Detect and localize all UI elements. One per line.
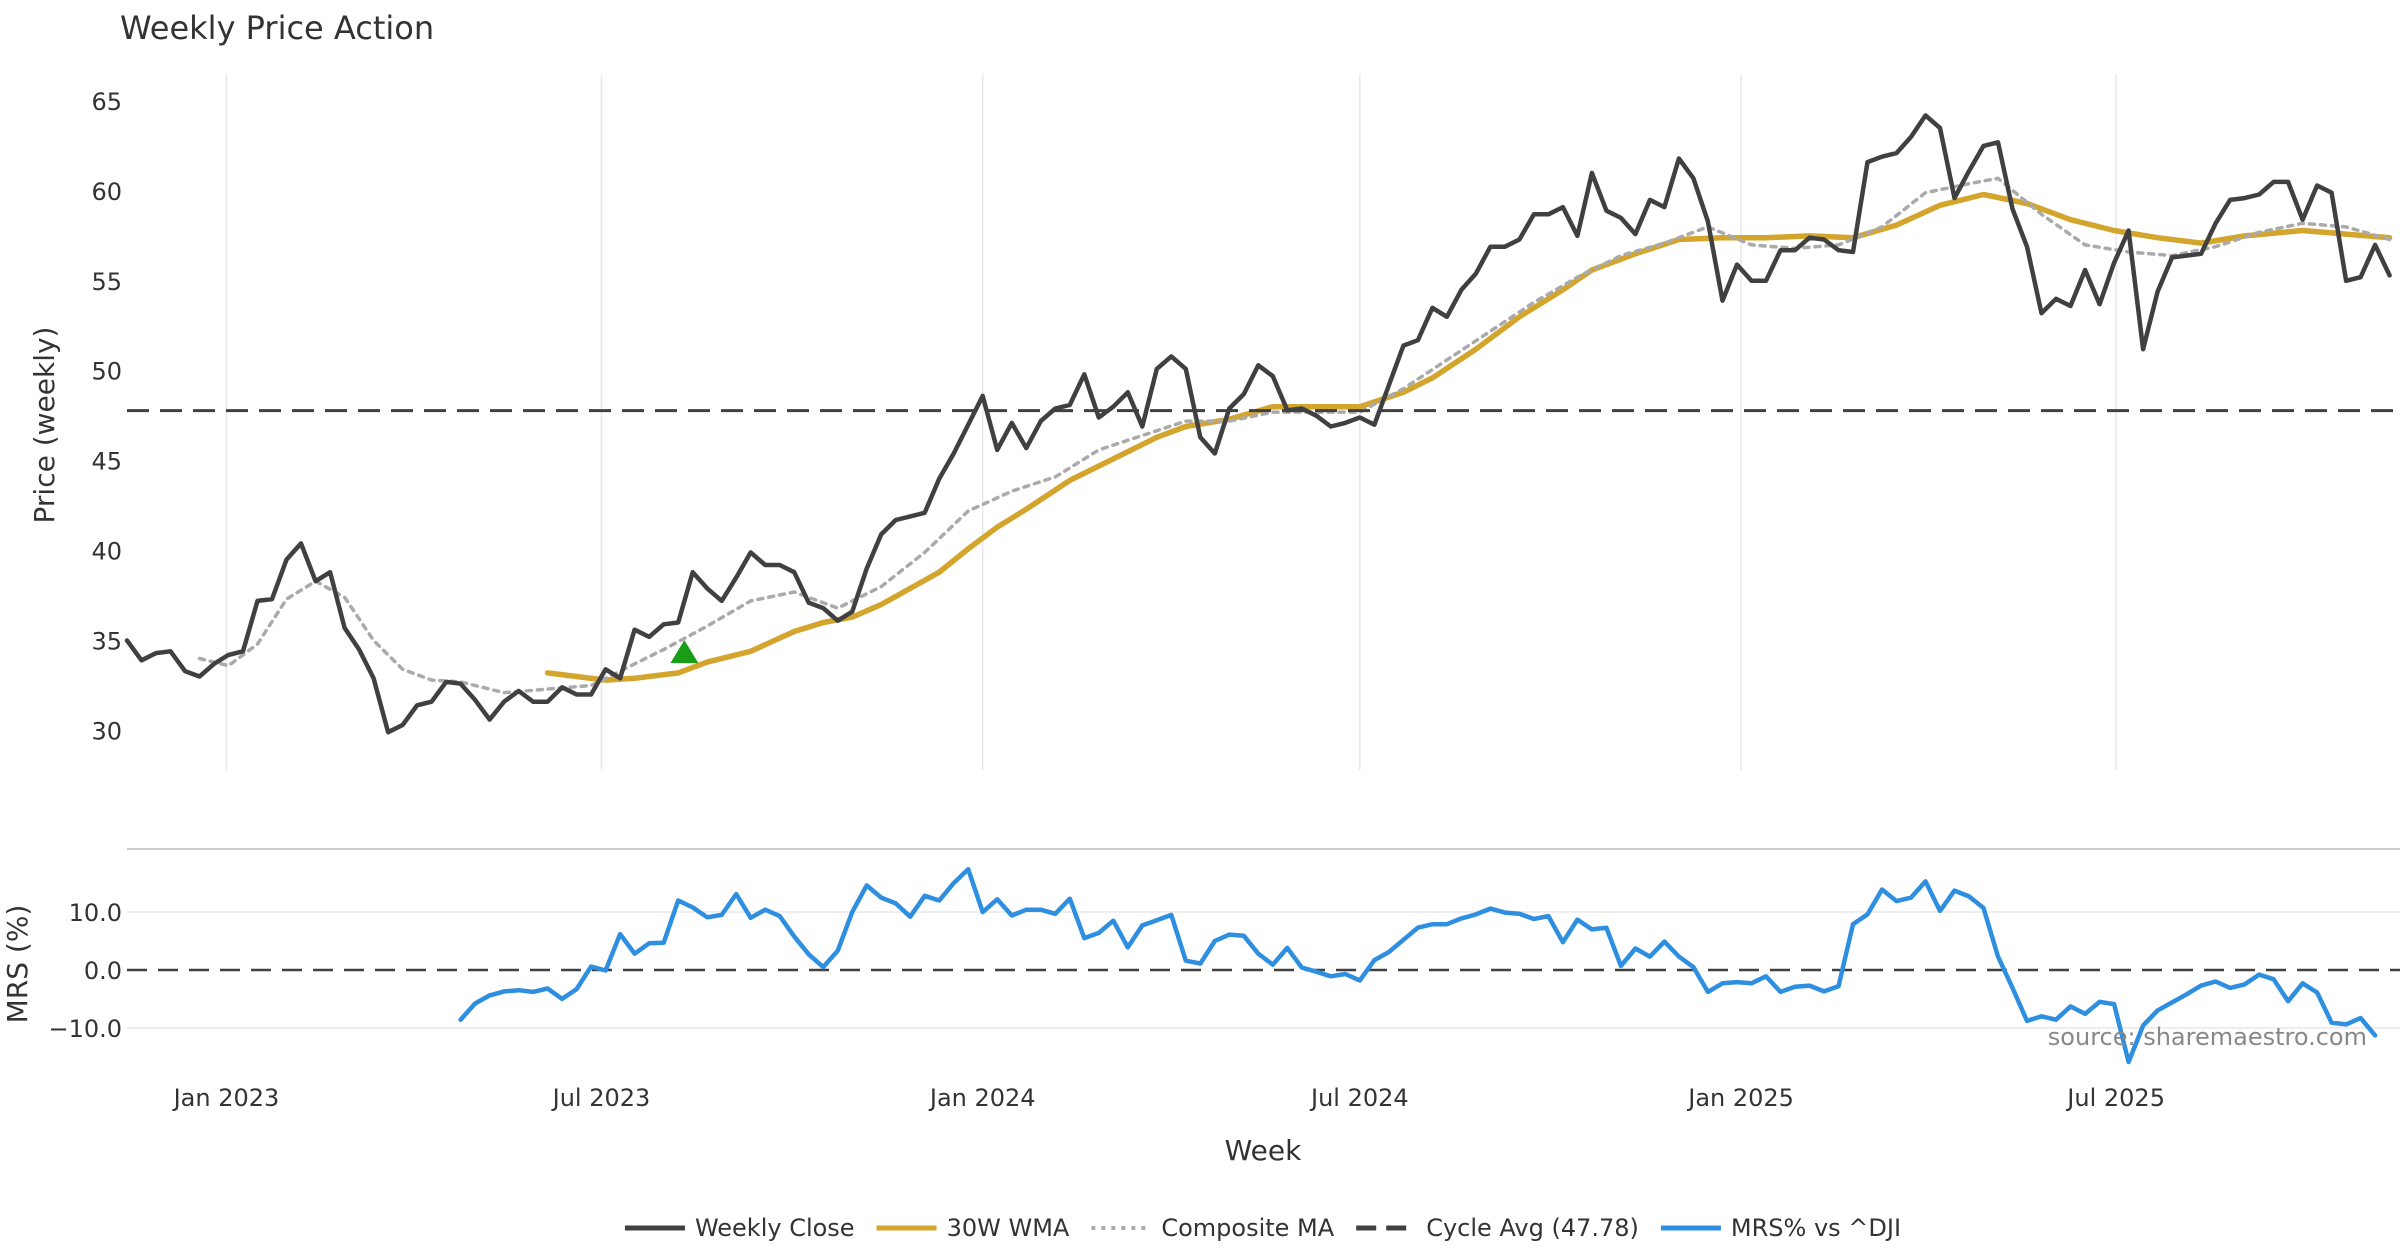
series-mrs-vs-dji-line (458, 866, 2378, 1065)
legend-label-cycle-avg-47-78: Cycle Avg (47.78) (1426, 1214, 1639, 1242)
x-tick-label-jan-2024: Jan 2024 (928, 1084, 1036, 1112)
x-axis-ticks: Jan 2023 Jul 2023 Jan 2024 Jul 2024 Jan 2025… (172, 1084, 2165, 1112)
mrs-y-tick-label: 10.0 (69, 899, 122, 927)
mrs-y-tick-label: 0.0 (84, 957, 122, 985)
x-axis-label: Week (1225, 1134, 1302, 1167)
price-y-tick-label: 45 (91, 448, 122, 476)
price-y-tick-label: 65 (91, 88, 122, 116)
price-markers (670, 640, 699, 664)
legend-item-30w-wma: 30W WMA (876, 1214, 1070, 1242)
legend-item-weekly-close: Weekly Close (624, 1214, 855, 1242)
legend-label-weekly-close: Weekly Close (695, 1214, 855, 1242)
chart-legend: Weekly Close 30W WMA Composite MA Cycle Avg… (624, 1214, 1901, 1242)
legend-label-30w-wma: 30W WMA (947, 1214, 1070, 1242)
price-y-tick-label: 60 (91, 178, 122, 206)
price-series (124, 113, 2400, 735)
mrs-panel: 10.0 0.0 −10.0 MRS (%) (1, 866, 2400, 1065)
legend-label-mrs-vs-dji: MRS% vs ^DJI (1731, 1214, 1901, 1242)
price-y-tick-label: 30 (91, 717, 122, 745)
x-tick-label-jan-2023: Jan 2023 (172, 1084, 280, 1112)
price-y-axis-label: Price (weekly) (28, 327, 61, 524)
source-watermark: source: sharemaestro.com (2048, 1023, 2367, 1051)
price-panel: 30 35 40 45 50 55 60 65 Weekly Price Action Pri… (28, 9, 2400, 770)
price-y-tick-label: 50 (91, 358, 122, 386)
price-y-ticks: 30 35 40 45 50 55 60 65 (91, 88, 122, 745)
mrs-series (458, 866, 2378, 1065)
mrs-y-tick-label: −10.0 (48, 1015, 122, 1043)
signal-marker-triangle (670, 640, 699, 664)
x-tick-label-jul-2024: Jul 2024 (1309, 1084, 1409, 1112)
mrs-grid (127, 911, 2400, 1029)
price-y-tick-label: 35 (91, 628, 122, 656)
chart-title: Weekly Price Action (120, 9, 434, 47)
series-weekly-close-line (124, 113, 2392, 735)
price-y-tick-label: 55 (91, 268, 122, 296)
legend-label-composite-ma: Composite MA (1161, 1214, 1334, 1242)
price-y-tick-label: 40 (91, 538, 122, 566)
legend-item-cycle-avg-47-78: Cycle Avg (47.78) (1356, 1214, 1639, 1242)
x-tick-label-jan-2025: Jan 2025 (1686, 1084, 1794, 1112)
legend-item-composite-ma: Composite MA (1091, 1214, 1335, 1242)
x-tick-label-jul-2025: Jul 2025 (2065, 1084, 2165, 1112)
x-tick-label-jul-2023: Jul 2023 (551, 1084, 651, 1112)
mrs-y-ticks: 10.0 0.0 −10.0 (48, 899, 122, 1043)
mrs-y-axis-label: MRS (%) (1, 905, 34, 1024)
legend-item-mrs-vs-dji: MRS% vs ^DJI (1660, 1214, 1901, 1242)
